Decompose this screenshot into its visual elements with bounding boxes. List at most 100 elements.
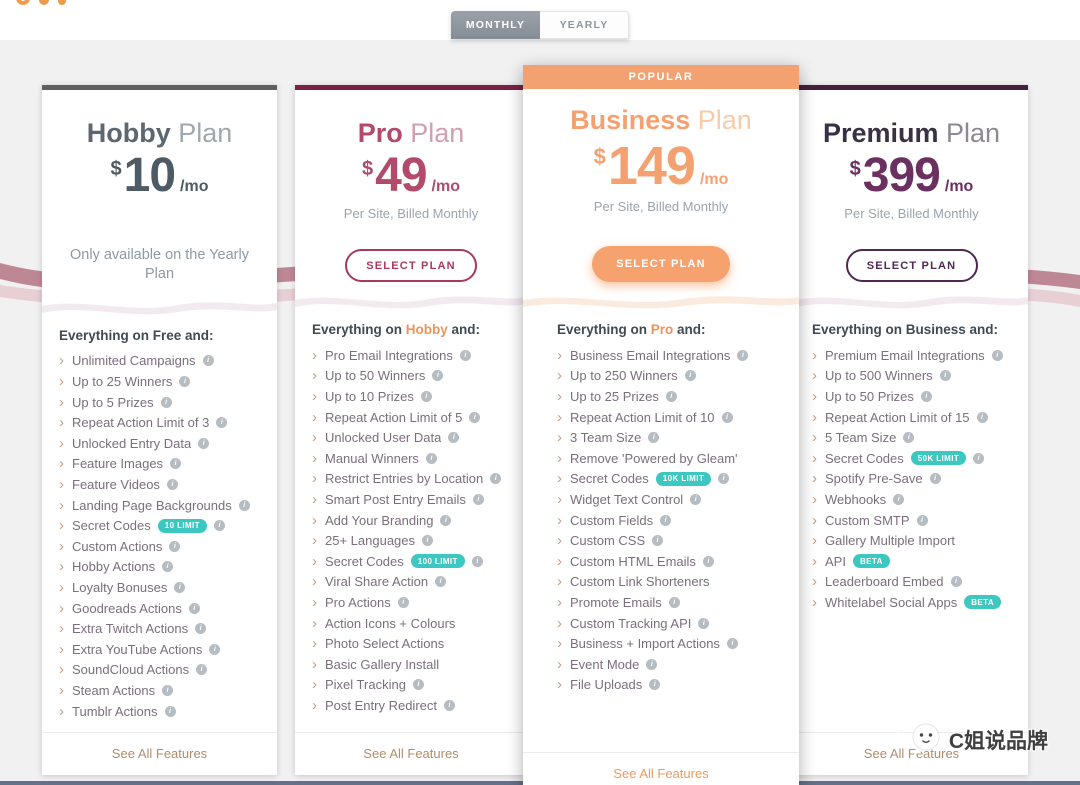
info-icon[interactable]: i (916, 514, 928, 526)
info-icon[interactable]: i (174, 582, 186, 594)
info-icon[interactable]: i (202, 355, 214, 367)
info-icon[interactable]: i (737, 349, 749, 361)
feature-item: › Repeat Action Limit of 3 i (59, 412, 269, 433)
feature-item: › Business + Import Actions i (557, 633, 791, 654)
info-icon[interactable]: i (216, 417, 228, 429)
info-icon[interactable]: i (903, 432, 915, 444)
chevron-icon: › (812, 346, 817, 364)
feature-item: › Goodreads Actions i (59, 598, 269, 619)
chevron-icon: › (312, 614, 317, 632)
feature-label: Photo Select Actions (325, 636, 445, 652)
see-all-features-link[interactable]: See All Features (295, 732, 527, 775)
info-icon[interactable]: i (698, 617, 710, 629)
info-icon[interactable]: i (440, 514, 452, 526)
logo-circle-icon (58, 0, 66, 5)
info-icon[interactable]: i (209, 643, 221, 655)
info-icon[interactable]: i (162, 684, 174, 696)
info-icon[interactable]: i (668, 596, 680, 608)
info-icon[interactable]: i (660, 514, 672, 526)
tab-yearly[interactable]: YEARLY (540, 11, 629, 39)
feature-item: › Custom Tracking API i (557, 613, 791, 634)
info-icon[interactable]: i (162, 561, 174, 573)
info-icon[interactable]: i (425, 452, 437, 464)
info-icon[interactable]: i (929, 473, 941, 485)
info-icon[interactable]: i (920, 390, 932, 402)
info-icon[interactable]: i (702, 555, 714, 567)
info-icon[interactable]: i (690, 493, 702, 505)
feature-item: › Up to 500 Winners i (812, 366, 1020, 387)
select-plan-button[interactable]: SELECT PLAN (592, 246, 730, 282)
info-icon[interactable]: i (169, 540, 181, 552)
info-icon[interactable]: i (166, 479, 178, 491)
info-icon[interactable]: i (950, 576, 962, 588)
info-icon[interactable]: i (459, 349, 471, 361)
info-icon[interactable]: i (188, 602, 200, 614)
billing-note: Only available on the Yearly Plan (70, 247, 249, 282)
info-icon[interactable]: i (893, 493, 905, 505)
feature-item: › Unlocked User Data i (312, 427, 519, 448)
info-icon[interactable]: i (991, 349, 1003, 361)
info-icon[interactable]: i (195, 623, 207, 635)
info-icon[interactable]: i (164, 705, 176, 717)
info-icon[interactable]: i (170, 458, 182, 470)
card-wave-decoration (795, 296, 1028, 309)
feature-label: 3 Team Size (570, 430, 642, 446)
info-icon[interactable]: i (684, 370, 696, 382)
info-icon[interactable]: i (160, 396, 172, 408)
select-plan-button[interactable]: SELECT PLAN (345, 249, 477, 282)
logo-circle-icon (16, 0, 30, 5)
feature-item: › Up to 50 Prizes i (812, 386, 1020, 407)
info-icon[interactable]: i (196, 664, 208, 676)
see-all-features-link[interactable]: See All Features (523, 752, 799, 785)
feature-label: Secret Codes (570, 471, 649, 487)
feature-label: Feature Images (72, 456, 164, 472)
info-icon[interactable]: i (976, 411, 988, 423)
info-icon[interactable]: i (238, 499, 250, 511)
chevron-icon: › (59, 681, 64, 699)
info-icon[interactable]: i (652, 535, 664, 547)
info-icon[interactable]: i (469, 411, 481, 423)
info-icon[interactable]: i (432, 370, 444, 382)
chevron-icon: › (557, 490, 562, 508)
info-icon[interactable]: i (726, 638, 738, 650)
info-icon[interactable]: i (649, 679, 661, 691)
feature-label: Custom Fields (570, 512, 654, 528)
info-icon[interactable]: i (939, 370, 951, 382)
chevron-icon: › (557, 593, 562, 611)
info-icon[interactable]: i (397, 596, 409, 608)
see-all-features-link[interactable]: See All Features (42, 732, 277, 775)
info-icon[interactable]: i (665, 390, 677, 402)
chevron-icon: › (312, 696, 317, 714)
features-heading: Everything on Hobby and: (312, 322, 510, 337)
info-icon[interactable]: i (471, 555, 483, 567)
info-icon[interactable]: i (721, 411, 733, 423)
info-icon[interactable]: i (490, 473, 502, 485)
info-icon[interactable]: i (973, 452, 985, 464)
chevron-icon: › (557, 635, 562, 653)
info-icon[interactable]: i (648, 432, 660, 444)
select-plan-button[interactable]: SELECT PLAN (845, 249, 978, 282)
info-icon[interactable]: i (412, 679, 424, 691)
feature-item: › Post Entry Redirect i (312, 695, 519, 716)
see-all-features-link[interactable]: See All Features (795, 732, 1028, 775)
info-icon[interactable]: i (198, 437, 210, 449)
feature-item: › Repeat Action Limit of 10 i (557, 407, 791, 428)
info-icon[interactable]: i (444, 699, 455, 711)
info-icon[interactable]: i (420, 390, 432, 402)
chevron-icon: › (557, 470, 562, 488)
info-icon[interactable]: i (646, 658, 658, 670)
info-icon[interactable]: i (213, 520, 225, 532)
features-list: › Premium Email Integrations i › Up to 500 W… (795, 343, 1028, 732)
chevron-icon: › (312, 490, 317, 508)
feature-item: › API BETA (812, 551, 1020, 572)
tab-monthly[interactable]: MONTHLY (451, 11, 540, 39)
info-icon[interactable]: i (422, 535, 434, 547)
info-icon[interactable]: i (179, 376, 191, 388)
info-icon[interactable]: i (435, 576, 447, 588)
info-icon[interactable]: i (472, 493, 484, 505)
chevron-icon: › (812, 593, 817, 611)
info-icon[interactable]: i (448, 432, 460, 444)
info-icon[interactable]: i (718, 473, 730, 485)
plan-card-premium: Premium Plan $399/mo Per Site, Billed Mo… (795, 85, 1028, 775)
chevron-icon: › (557, 552, 562, 570)
